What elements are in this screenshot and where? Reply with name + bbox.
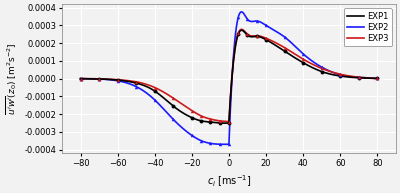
EXP3 — [266, 38, 271, 40]
EXP2 — [294, 46, 298, 48]
EXP2 — [78, 77, 83, 80]
EXP2 — [196, 138, 201, 141]
EXP2 — [114, 79, 119, 82]
EXP3 — [295, 55, 300, 57]
Line: EXP2: EXP2 — [80, 12, 377, 144]
EXP2 — [221, 143, 226, 146]
EXP2 — [375, 77, 380, 80]
EXP2 — [175, 122, 180, 125]
EXP1 — [239, 29, 244, 31]
EXP3 — [78, 77, 83, 80]
EXP2 — [239, 11, 244, 13]
EXP1 — [295, 58, 300, 61]
EXP1 — [196, 119, 201, 121]
EXP3 — [175, 100, 180, 102]
Line: EXP1: EXP1 — [80, 30, 377, 123]
EXP3 — [239, 28, 244, 30]
EXP1 — [375, 77, 380, 80]
EXP2 — [295, 47, 300, 50]
Y-axis label: $\overline{u'w'}(z_0)$ [m$^2$s$^{-2}$]: $\overline{u'w'}(z_0)$ [m$^2$s$^{-2}$] — [4, 42, 19, 115]
EXP2 — [266, 26, 271, 28]
EXP3 — [114, 79, 119, 81]
EXP1 — [266, 40, 271, 42]
X-axis label: $c_i$ [ms$^{-1}$]: $c_i$ [ms$^{-1}$] — [207, 173, 251, 189]
EXP1 — [294, 57, 298, 60]
EXP3 — [294, 54, 298, 56]
EXP1 — [114, 79, 119, 81]
EXP1 — [78, 77, 83, 80]
EXP1 — [222, 122, 227, 124]
EXP3 — [375, 77, 380, 80]
EXP1 — [175, 108, 180, 110]
EXP3 — [226, 120, 231, 123]
Line: EXP3: EXP3 — [80, 29, 377, 122]
Legend: EXP1, EXP2, EXP3: EXP1, EXP2, EXP3 — [344, 8, 392, 46]
EXP3 — [196, 113, 201, 116]
